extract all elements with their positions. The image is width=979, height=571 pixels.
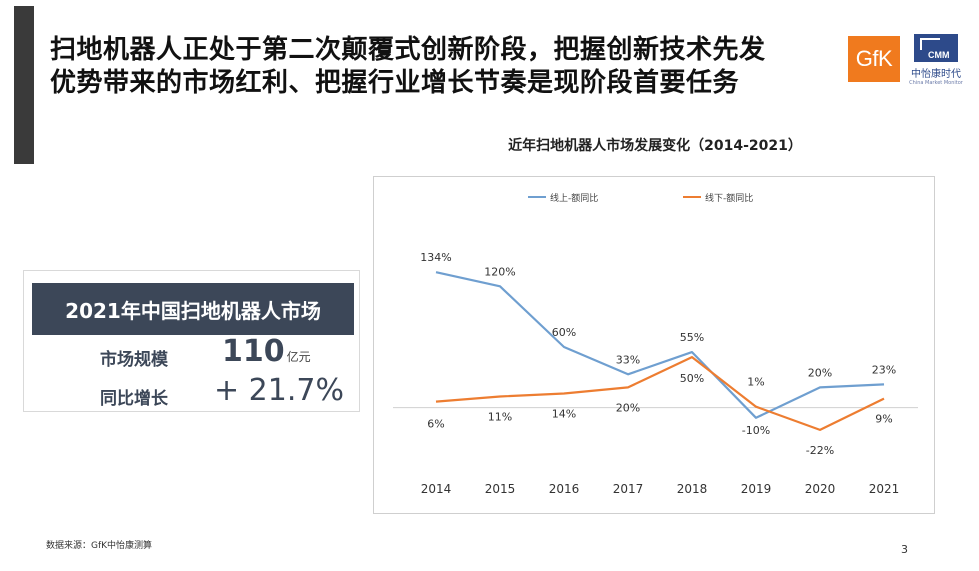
yoy-growth-value: + 21.7% (214, 373, 344, 408)
chart-title: 近年扫地机器人市场发展变化（2014-2021） (508, 138, 802, 154)
slide-title: 扫地机器人正处于第二次颠覆式创新阶段，把握创新技术先发 优势带来的市场红利、把握… (50, 34, 830, 100)
data-label-online-2019: -10% (742, 424, 770, 437)
data-label-offline-2021: 9% (875, 413, 892, 426)
market-stat-heading: 2021年中国扫地机器人市场 (32, 283, 354, 335)
data-label-online-2018: 55% (680, 331, 704, 344)
market-size-unit: 亿元 (286, 350, 311, 364)
data-label-offline-2016: 14% (552, 408, 576, 421)
cmm-logo-english: China Market Monitor (909, 80, 963, 86)
data-source-note: 数据来源：GfK中怡康测算 (46, 541, 153, 551)
cmm-logo-mark: CMM (914, 34, 958, 62)
data-label-online-2016: 60% (552, 326, 576, 339)
market-size-value: 110 亿元 (222, 334, 311, 369)
legend-label-2: 线下-额同比 (705, 192, 753, 204)
growth-line-chart: 线上-额同比 线下-额同比 2014 2015 2016 2017 2018 2019 2020… (393, 192, 918, 496)
x-tick-label-2018: 2018 (677, 482, 708, 496)
cmm-logo-mark-text: CMM (928, 50, 950, 60)
market-size-label: 市场规模 (100, 350, 168, 370)
gfk-logo: GfK (848, 36, 900, 82)
data-label-online-2015: 120% (484, 265, 515, 278)
page-number: 3 (901, 543, 908, 556)
slide-title-line-1: 扫地机器人正处于第二次颠覆式创新阶段，把握创新技术先发 (50, 35, 766, 65)
cmm-logo-chinese: 中怡康时代 (911, 69, 961, 80)
chart-frame (373, 176, 935, 514)
data-label-offline-2014: 6% (427, 418, 444, 431)
cmm-logo: CMM 中怡康时代 China Market Monitor (907, 34, 965, 90)
yoy-growth-label: 同比增长 (100, 389, 168, 409)
series-line-2 (435, 356, 885, 431)
data-label-online-2020: 20% (808, 366, 832, 379)
data-label-offline-2019: 1% (747, 376, 764, 389)
x-tick-label-2015: 2015 (485, 482, 516, 496)
data-label-offline-2018: 50% (680, 372, 704, 385)
x-tick-label-2020: 2020 (805, 482, 836, 496)
data-label-offline-2015: 11% (488, 411, 512, 424)
x-tick-label-2014: 2014 (421, 482, 452, 496)
data-label-offline-2017: 20% (616, 401, 640, 414)
market-stat-card (23, 270, 360, 412)
market-size-number: 110 (222, 334, 285, 369)
x-tick-label-2017: 2017 (613, 482, 644, 496)
x-tick-label-2021: 2021 (869, 482, 900, 496)
data-label-online-2014: 134% (420, 251, 451, 264)
x-tick-label-2016: 2016 (549, 482, 580, 496)
title-accent-bar (14, 6, 34, 164)
data-label-online-2021: 23% (872, 363, 896, 376)
data-label-offline-2020: -22% (806, 444, 834, 457)
slide-title-line-2: 优势带来的市场红利、把握行业增长节奏是现阶段首要任务 (50, 68, 740, 98)
gfk-logo-text: GfK (855, 46, 893, 71)
data-label-online-2017: 33% (616, 353, 640, 366)
legend-label-1: 线上-额同比 (550, 192, 598, 204)
x-tick-label-2019: 2019 (741, 482, 772, 496)
series-line-1 (435, 271, 885, 419)
